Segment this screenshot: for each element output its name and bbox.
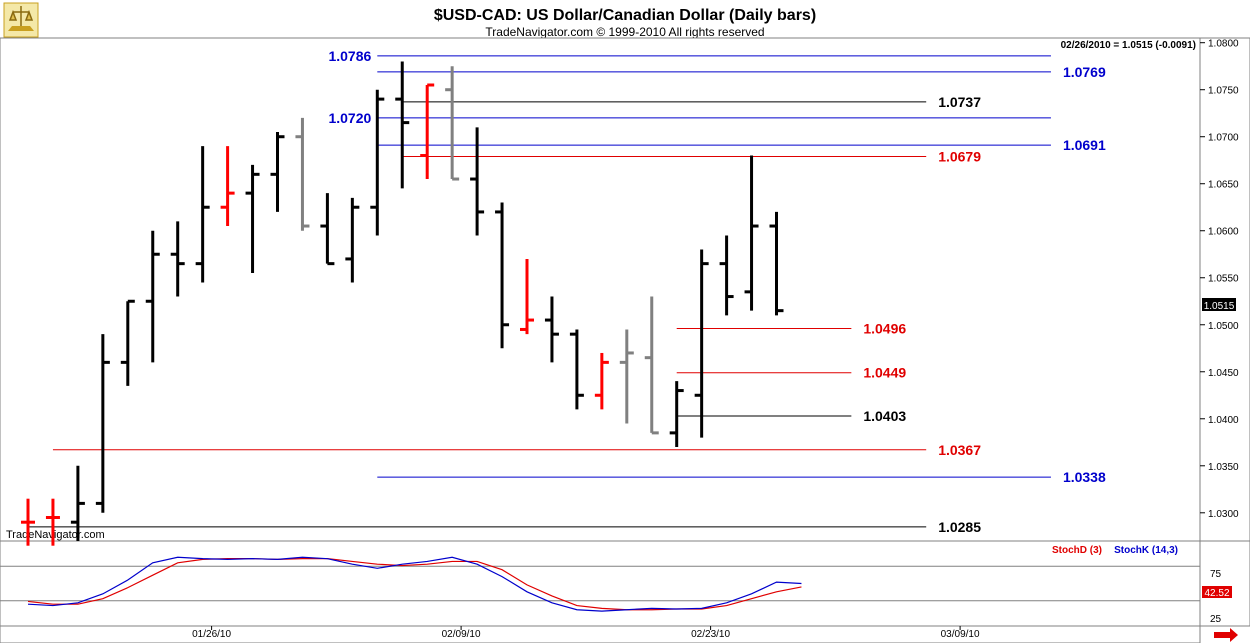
ohlc-bar xyxy=(120,299,135,386)
date-tick-label: 03/09/10 xyxy=(941,629,980,640)
ohlc-bar xyxy=(669,381,684,447)
chart-title: $USD-CAD: US Dollar/Canadian Dollar (Dai… xyxy=(434,7,816,24)
ohlc-bar xyxy=(145,230,160,363)
stoch-tick-25: 25 xyxy=(1210,614,1222,625)
ohlc-bar xyxy=(445,66,460,181)
level-label: 1.0449 xyxy=(863,365,906,381)
price-tick-label: 1.0700 xyxy=(1208,133,1239,144)
ohlc-bar xyxy=(619,329,634,424)
stoch-k-legend: StochK (14,3) xyxy=(1114,545,1178,556)
ohlc-bar xyxy=(594,352,609,410)
stoch-k-badge xyxy=(1202,586,1232,598)
ohlc-bar xyxy=(420,83,435,180)
stochastic-lines xyxy=(0,556,1200,612)
level-label: 1.0338 xyxy=(1063,469,1106,485)
price-panel xyxy=(0,37,1201,542)
stochastic-panel xyxy=(0,540,1201,627)
date-tick-label: 02/23/10 xyxy=(691,629,730,640)
price-tick-label: 1.0300 xyxy=(1208,509,1239,520)
ohlc-bar xyxy=(170,221,185,297)
last-price-label: 1.0515 xyxy=(1204,301,1235,312)
price-tick-label: 1.0350 xyxy=(1208,462,1239,473)
logo-icon xyxy=(3,2,39,38)
date-tick-label: 02/09/10 xyxy=(442,629,481,640)
ohlc-bar xyxy=(694,249,709,438)
level-label: 1.0769 xyxy=(1063,64,1106,80)
ohlc-bar xyxy=(470,127,485,236)
ohlc-bar xyxy=(495,202,510,349)
stoch-k-last-label: 42.52 xyxy=(1204,588,1229,599)
stoch-tick-75: 75 xyxy=(1210,569,1222,580)
level-label: 1.0786 xyxy=(328,48,371,64)
price-tick-label: 1.0750 xyxy=(1208,86,1239,97)
ohlc-bar xyxy=(644,296,659,435)
ohlc-bar xyxy=(544,296,559,363)
stoch-k-line xyxy=(27,556,802,612)
watermark: TradeNavigator.com xyxy=(6,529,105,541)
date-tick-label: 01/26/10 xyxy=(192,629,231,640)
level-label: 1.0403 xyxy=(863,408,906,424)
ohlc-bars xyxy=(21,61,784,546)
price-axis xyxy=(1199,37,1250,542)
last-price-badge xyxy=(1202,298,1236,311)
ohlc-bar xyxy=(295,117,310,231)
ohlc-bar xyxy=(370,89,385,236)
ohlc-bar xyxy=(21,498,35,546)
ohlc-bar xyxy=(70,465,85,541)
ohlc-bar xyxy=(270,132,285,212)
ohlc-bar xyxy=(320,193,335,266)
level-label: 1.0691 xyxy=(1063,137,1106,153)
last-bar-info: 02/26/2010 = 1.0515 (-0.0091) xyxy=(1061,40,1196,51)
price-tick-label: 1.0400 xyxy=(1208,415,1239,426)
ohlc-bar xyxy=(520,258,534,335)
scroll-right-icon[interactable] xyxy=(1214,628,1238,642)
date-axis xyxy=(0,625,1201,643)
price-ticks: 1.0300 1.0350 1.0400 1.0450 1.0500 1.0550 1.06… xyxy=(1200,39,1239,520)
stochastic-axis xyxy=(1199,540,1250,627)
price-tick-label: 1.0550 xyxy=(1208,274,1239,285)
price-tick-label: 1.0500 xyxy=(1208,321,1239,332)
price-tick-label: 1.0600 xyxy=(1208,227,1239,238)
price-tick-label: 1.0650 xyxy=(1208,180,1239,191)
ohlc-bar xyxy=(220,146,235,227)
ohlc-bar xyxy=(395,61,410,189)
ohlc-bar xyxy=(769,211,784,316)
ohlc-bar xyxy=(245,164,260,274)
date-ticks: 01/26/10 02/09/10 02/23/10 03/09/10 xyxy=(192,626,980,640)
ohlc-bar xyxy=(45,498,60,546)
ohlc-bar xyxy=(744,155,759,311)
chart-subtitle: TradeNavigator.com © 1999-2010 All right… xyxy=(485,25,764,39)
level-label: 1.0367 xyxy=(938,442,981,458)
price-tick-label: 1.0450 xyxy=(1208,368,1239,379)
ohlc-bar xyxy=(569,329,584,410)
stoch-d-legend: StochD (3) xyxy=(1052,545,1102,556)
level-label: 1.0679 xyxy=(938,148,981,164)
level-label: 1.0496 xyxy=(863,321,906,337)
level-lines: 1.0786 1.0769 1.0737 1.0720 1.0691 1.0679 1.04… xyxy=(28,48,1106,535)
ohlc-bar xyxy=(95,334,110,513)
ohlc-bar xyxy=(345,197,360,283)
level-label: 1.0720 xyxy=(328,110,371,126)
price-tick-label: 1.0800 xyxy=(1208,39,1239,50)
ohlc-bar xyxy=(719,235,734,316)
ohlc-bar xyxy=(195,146,210,283)
level-label: 1.0285 xyxy=(938,519,981,535)
level-label: 1.0737 xyxy=(938,94,981,110)
